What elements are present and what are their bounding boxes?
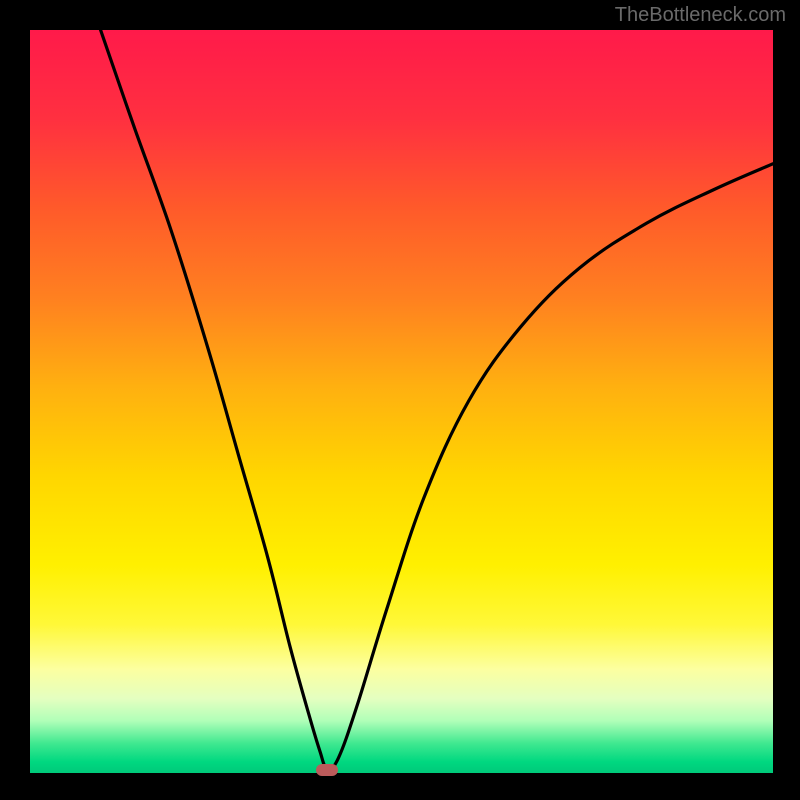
- optimal-point-marker: [316, 764, 338, 776]
- bottleneck-curve: [30, 30, 773, 773]
- watermark-text: TheBottleneck.com: [615, 4, 786, 27]
- plot-area: [30, 30, 773, 773]
